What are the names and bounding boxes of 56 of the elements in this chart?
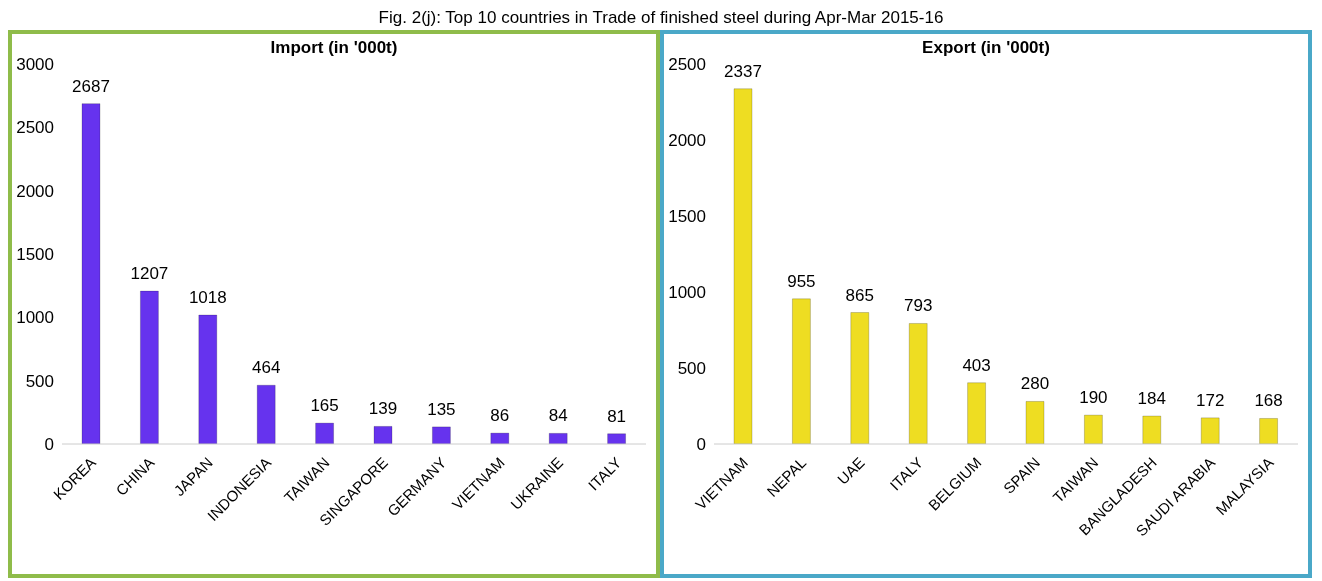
y-tick-label: 500 <box>677 359 706 379</box>
bar <box>81 103 101 444</box>
data-label: 403 <box>962 355 991 375</box>
bar <box>1083 414 1103 444</box>
data-label: 139 <box>368 399 398 419</box>
data-label: 135 <box>427 399 456 419</box>
bar <box>1025 400 1045 444</box>
data-label: 865 <box>845 285 874 305</box>
bar <box>490 432 510 444</box>
data-label: 168 <box>1254 391 1283 411</box>
bar <box>607 433 627 444</box>
y-tick-label: 2000 <box>668 131 706 151</box>
y-tick-label: 2000 <box>16 181 54 201</box>
y-tick-label: 0 <box>44 435 54 455</box>
caption: Fig. 2(j): Top 10 countries in Trade of finished steel during Apr-Mar 2015-16 <box>377 8 945 29</box>
bar <box>373 425 393 444</box>
data-label: 165 <box>310 396 339 416</box>
bar <box>315 422 335 444</box>
bar <box>967 382 987 444</box>
chart-title: Export (in '000t) <box>922 38 1050 57</box>
data-label: 81 <box>607 406 627 426</box>
data-label: 1207 <box>130 264 169 284</box>
data-label: 84 <box>548 406 568 426</box>
bar <box>548 432 568 444</box>
data-label: 2337 <box>724 61 762 81</box>
y-tick-label: 500 <box>25 371 54 391</box>
y-tick-label: 1000 <box>16 308 54 328</box>
bar <box>1142 415 1162 444</box>
bar <box>256 384 276 444</box>
data-label: 464 <box>252 358 281 378</box>
data-label: 184 <box>1137 389 1166 409</box>
data-label: 2687 <box>72 76 110 96</box>
y-tick-label: 2500 <box>668 55 706 75</box>
y-tick-label: 1500 <box>668 207 706 227</box>
bar <box>431 426 451 444</box>
bar <box>198 314 218 444</box>
data-label: 793 <box>904 296 933 316</box>
bar <box>1259 417 1279 444</box>
y-tick-label: 1500 <box>16 245 54 265</box>
bar <box>908 322 928 444</box>
data-label: 86 <box>490 406 510 426</box>
y-tick-label: 2500 <box>16 118 54 138</box>
data-label: 280 <box>1020 374 1050 394</box>
data-label: 172 <box>1196 390 1225 410</box>
bar <box>791 298 811 444</box>
bar <box>1200 417 1220 444</box>
bar <box>850 312 870 444</box>
y-tick-label: 1000 <box>668 283 706 303</box>
y-tick-label: 0 <box>696 435 706 455</box>
bar <box>733 88 753 444</box>
data-label: 955 <box>787 271 816 291</box>
chart-title: Import (in '000t) <box>270 38 398 57</box>
y-tick-label: 3000 <box>16 55 54 75</box>
data-label: 1018 <box>188 288 227 308</box>
data-label: 190 <box>1079 388 1108 408</box>
bar <box>139 290 159 444</box>
